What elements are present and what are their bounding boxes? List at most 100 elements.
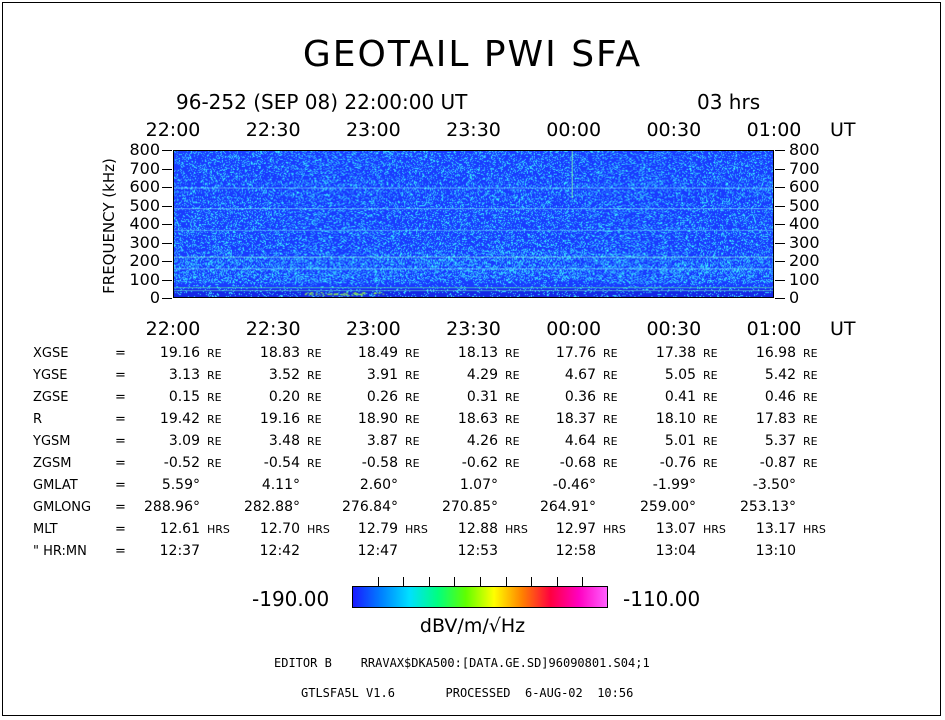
ephemeris-equals: = [115,456,126,471]
ephemeris-value: 12.97 [555,521,596,537]
ephemeris-unit: HRS [307,523,330,536]
freq-tick-mark [775,242,785,244]
ephemeris-value: 253.13° [740,499,796,515]
ephemeris-value: 12.79 [357,521,398,537]
freq-tick-label-left: 800 [129,140,160,159]
ephemeris-unit: RE [803,457,818,470]
time-tick-label: 22:30 [245,119,301,141]
ephemeris-value: 282.88° [244,499,300,515]
ephemeris-unit: HRS [603,523,626,536]
ephemeris-value: 4.29 [466,367,498,383]
ephemeris-value: 0.46 [764,389,796,405]
ephemeris-value: -0.52 [163,455,200,471]
duration: 03 hrs [697,90,761,114]
freq-tick-mark [775,261,785,262]
plot-title: GEOTAIL PWI SFA [302,34,643,75]
ephemeris-unit: RE [307,347,322,360]
freq-tick-label-right: 600 [789,177,820,196]
ephemeris-value: 13:10 [755,543,796,559]
time-tick-label: 00:00 [546,119,602,141]
freq-tick-label-left: 100 [129,269,160,289]
ephemeris-value: 16.98 [755,345,796,361]
time-tick-label: 01:00 [746,318,802,340]
ephemeris-row-label: " HR:MN [33,544,87,559]
ephemeris-value: 13:04 [655,543,696,559]
ephemeris-value: -3.50° [752,477,796,493]
freq-tick-label-right: 700 [789,158,820,178]
ephemeris-value: 17.76 [555,345,596,361]
freq-tick-mark [775,187,785,188]
ephemeris-value: -0.87 [759,455,796,471]
ephemeris-unit: RE [207,435,222,448]
freq-tick-mark [775,224,785,225]
ephemeris-value: -0.62 [461,455,498,471]
ephemeris-equals: = [115,544,126,559]
ephemeris-value: -0.54 [263,455,300,471]
ephemeris-value: 0.41 [664,389,696,405]
ephemeris-unit: RE [505,391,520,404]
freq-tick-label-right: 800 [789,140,820,159]
time-tick-label: 23:00 [345,318,401,340]
freq-tick-label-left: 300 [129,232,160,252]
ephemeris-value: 5.05 [664,367,696,383]
ephemeris-value: 4.11° [261,477,300,493]
ephemeris-value: 19.16 [259,411,300,427]
ephemeris-row-label: ZGSE [33,390,69,405]
ephemeris-unit: RE [603,369,618,382]
ephemeris-row-label: GMLAT [33,478,78,493]
ephemeris-unit: RE [307,369,322,382]
ephemeris-row-label: YGSE [33,368,68,383]
colorbar-tick [531,577,533,586]
start-date: 96-252 (SEP 08) 22:00:00 UT [176,90,468,114]
ephemeris-unit: RE [207,457,222,470]
ephemeris-value: 18.37 [555,411,596,427]
colorbar-tick [454,577,456,586]
ephemeris-unit: RE [505,435,520,448]
ephemeris-row-label: ZGSM [33,456,72,471]
time-tick-label: 22:00 [145,318,201,340]
colorbar-tick [505,577,507,586]
ephemeris-unit: RE [405,435,420,448]
ephemeris-equals: = [115,522,126,537]
ephemeris-row-label: YGSM [33,434,71,449]
time-tick-label: 23:30 [446,318,501,340]
ephemeris-value: 18.83 [259,345,300,361]
frequency-axis-title: FREQUENCY (kHz) [100,158,118,294]
ephemeris-value: 3.48 [268,433,300,449]
time-tick-label: 01:00 [746,119,802,141]
ephemeris-unit: RE [405,369,420,382]
ephemeris-value: 18.10 [655,411,696,427]
ephemeris-equals: = [115,346,126,361]
colorbar-tick [377,577,379,586]
freq-tick-label-left: 200 [129,251,160,270]
freq-tick-label-right: 100 [789,269,820,289]
ephemeris-value: -0.58 [361,455,398,471]
ephemeris-value: 3.91 [366,367,398,383]
ephemeris-unit: RE [803,435,818,448]
freq-tick-label-right: 0 [789,288,800,307]
freq-tick-mark [162,150,172,151]
time-tick-label: 22:30 [245,318,301,340]
ephemeris-unit: RE [603,435,618,448]
ephemeris-value: 19.16 [159,345,200,361]
ephemeris-unit: RE [505,413,520,426]
footer-editor: EDITOR B RRAVAX$DKA500:[DATA.GE.SD]96090… [274,656,650,670]
ephemeris-unit: HRS [703,523,726,536]
ephemeris-value: 0.26 [366,389,398,405]
ephemeris-unit: HRS [405,523,428,536]
freq-tick-mark [162,279,172,281]
colorbar-tick [428,577,430,586]
ephemeris-value: 0.15 [168,389,200,405]
ephemeris-value: 4.64 [564,433,596,449]
ephemeris-unit: RE [603,347,618,360]
ephemeris-unit: RE [603,391,618,404]
ephemeris-unit: RE [307,391,322,404]
freq-tick-label-left: 500 [129,195,160,215]
ephemeris-value: 3.52 [268,367,300,383]
freq-tick-mark [775,150,785,151]
freq-tick-label-right: 400 [789,214,820,233]
time-tick-label: 00:30 [646,119,702,141]
ephemeris-value: 1.07° [459,477,498,493]
ephemeris-value: 12:47 [357,543,398,559]
ut-label-bottom: UT [830,318,856,340]
